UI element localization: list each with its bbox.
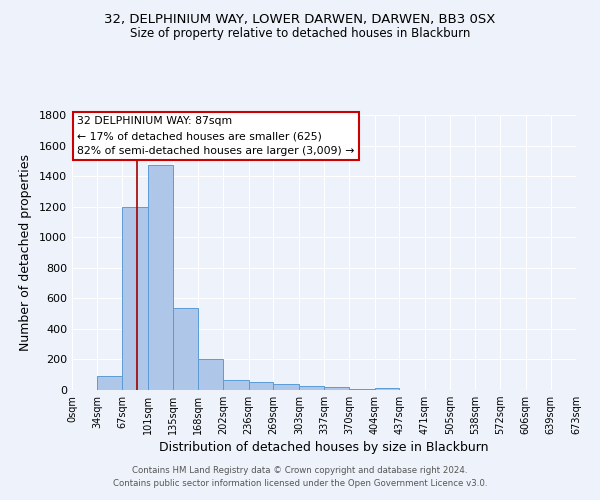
Bar bbox=[97, 376, 122, 390]
Y-axis label: Number of detached properties: Number of detached properties bbox=[19, 154, 32, 351]
Text: Size of property relative to detached houses in Blackburn: Size of property relative to detached ho… bbox=[130, 28, 470, 40]
Bar bbox=[299, 386, 325, 390]
Bar bbox=[325, 387, 349, 390]
Text: 32 DELPHINIUM WAY: 87sqm
← 17% of detached houses are smaller (625)
82% of semi-: 32 DELPHINIUM WAY: 87sqm ← 17% of detach… bbox=[77, 116, 355, 156]
Bar bbox=[198, 358, 223, 390]
Bar bbox=[374, 388, 399, 390]
Bar bbox=[249, 382, 274, 390]
X-axis label: Distribution of detached houses by size in Blackburn: Distribution of detached houses by size … bbox=[159, 442, 489, 454]
Bar bbox=[148, 166, 173, 390]
Bar bbox=[223, 380, 249, 390]
Bar bbox=[173, 308, 198, 390]
Bar bbox=[349, 389, 374, 390]
Text: 32, DELPHINIUM WAY, LOWER DARWEN, DARWEN, BB3 0SX: 32, DELPHINIUM WAY, LOWER DARWEN, DARWEN… bbox=[104, 12, 496, 26]
Bar bbox=[122, 206, 148, 390]
Bar bbox=[274, 384, 299, 390]
Text: Contains HM Land Registry data © Crown copyright and database right 2024.
Contai: Contains HM Land Registry data © Crown c… bbox=[113, 466, 487, 487]
